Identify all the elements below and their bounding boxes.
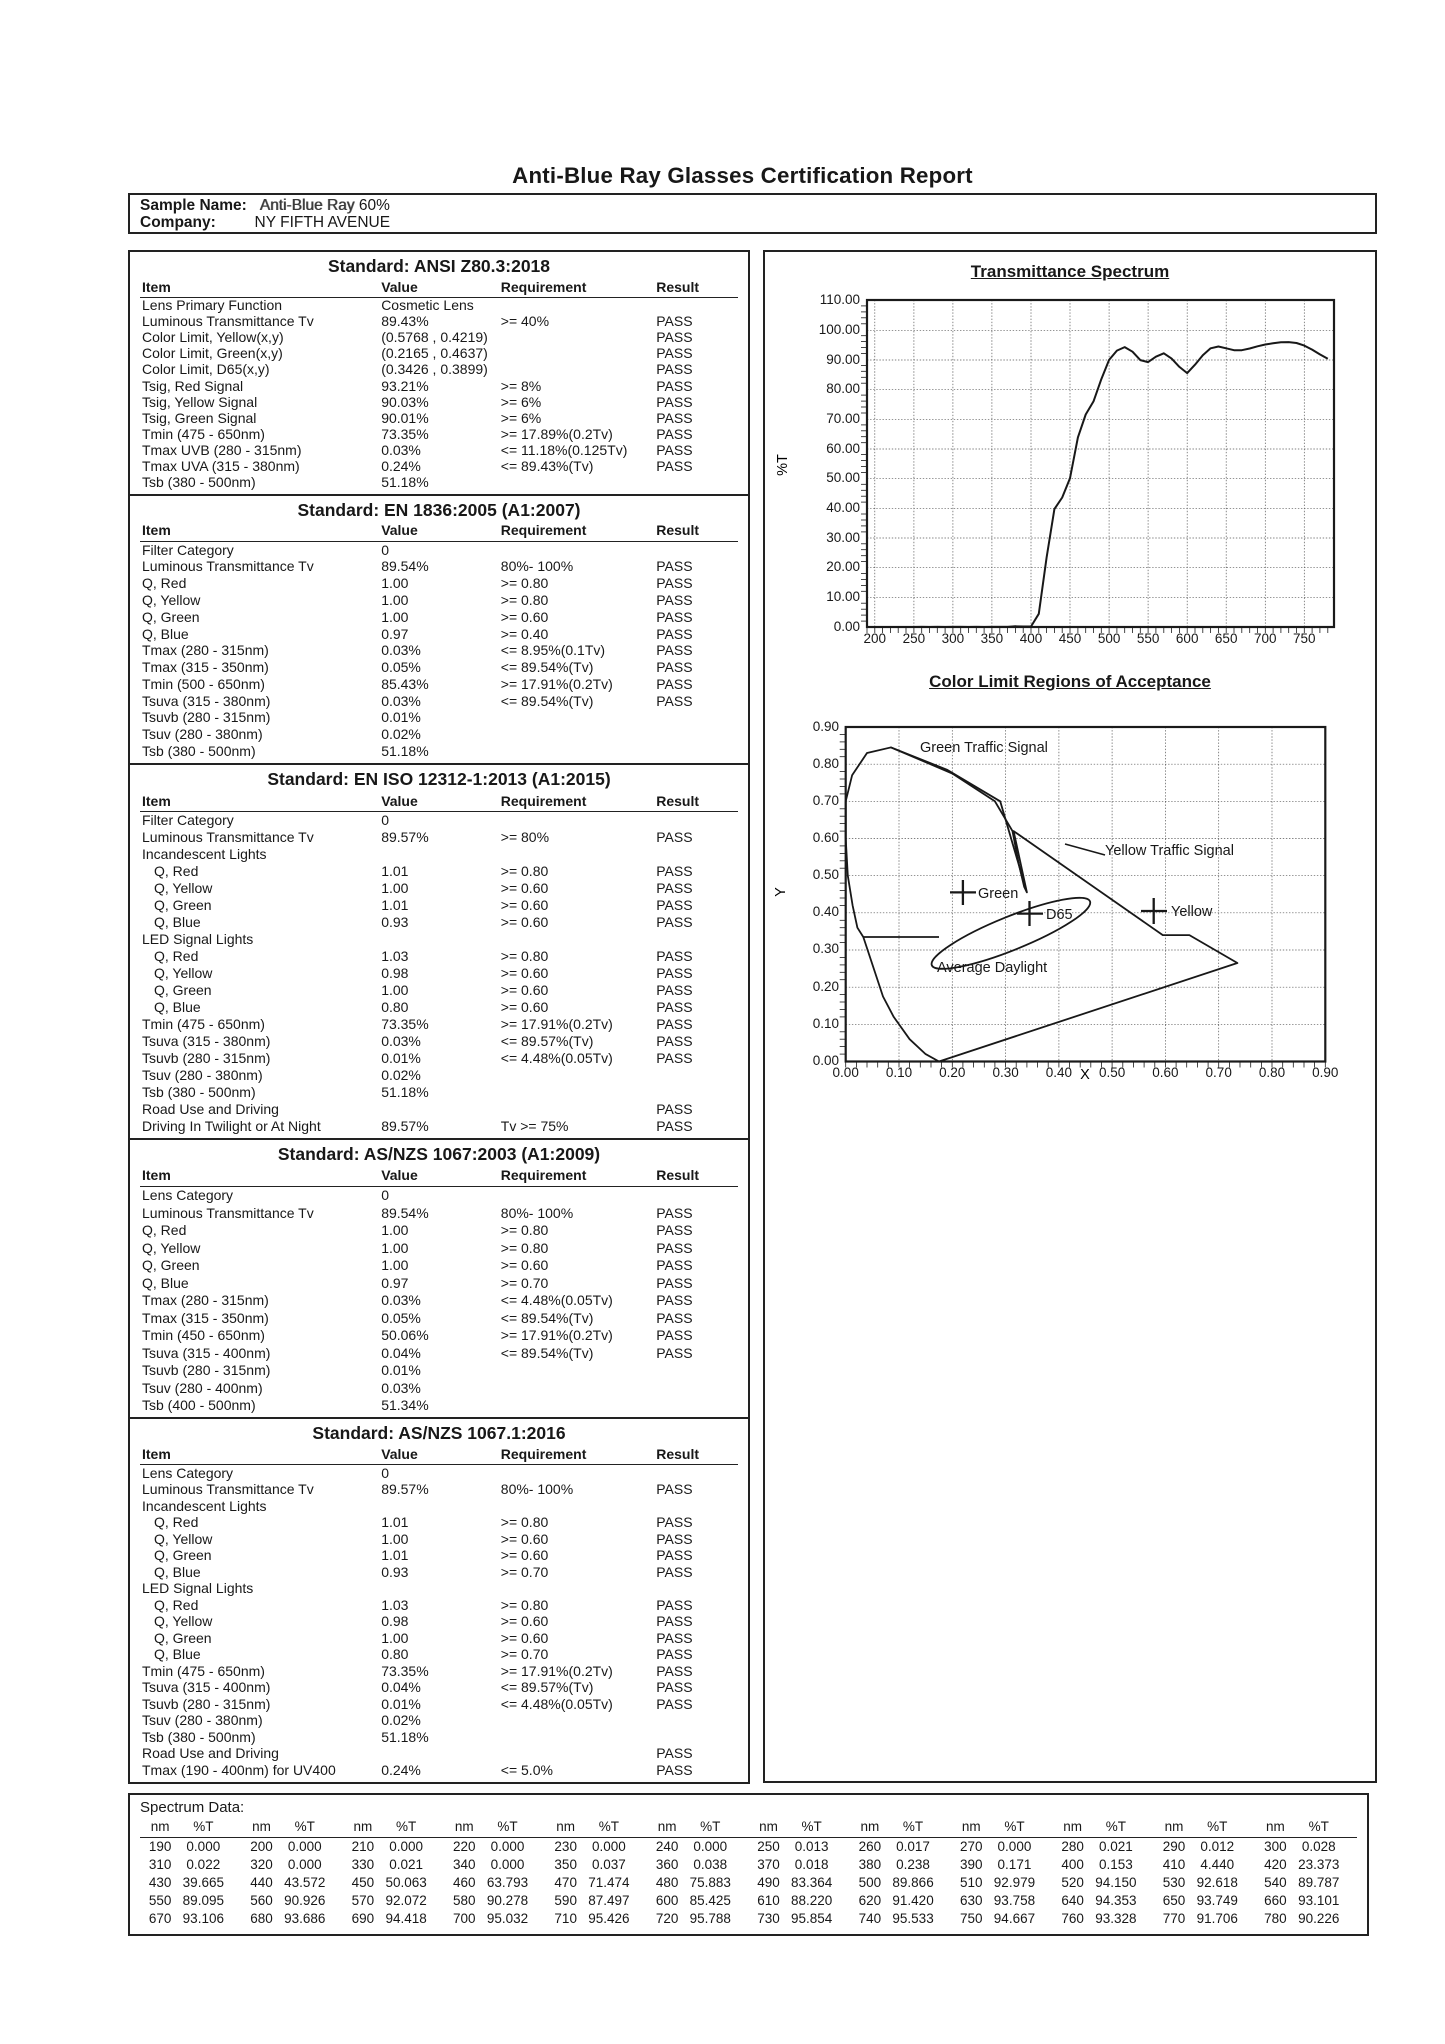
svg-text:550: 550: [1137, 631, 1160, 646]
svg-text:450: 450: [1059, 631, 1082, 646]
svg-text:Yellow: Yellow: [1171, 904, 1213, 920]
svg-text:650: 650: [1215, 631, 1238, 646]
svg-text:0.00: 0.00: [833, 1065, 859, 1080]
svg-text:Green: Green: [978, 886, 1018, 902]
svg-text:0.00: 0.00: [834, 619, 860, 634]
svg-text:D65: D65: [1046, 907, 1073, 923]
svg-text:500: 500: [1098, 631, 1121, 646]
svg-text:%T: %T: [775, 454, 791, 476]
svg-text:600: 600: [1176, 631, 1199, 646]
svg-text:0.20: 0.20: [939, 1065, 965, 1080]
svg-text:30.00: 30.00: [826, 530, 860, 545]
svg-text:200: 200: [864, 631, 887, 646]
svg-text:80.00: 80.00: [826, 381, 860, 396]
svg-text:0.70: 0.70: [813, 793, 839, 808]
svg-text:0.10: 0.10: [813, 1016, 839, 1031]
svg-text:0.40: 0.40: [1046, 1065, 1072, 1080]
svg-text:0.60: 0.60: [813, 830, 839, 845]
svg-text:0.90: 0.90: [1312, 1065, 1338, 1080]
svg-text:90.00: 90.00: [826, 352, 860, 367]
svg-text:700: 700: [1254, 631, 1277, 646]
svg-text:Average Daylight: Average Daylight: [937, 960, 1047, 976]
svg-text:300: 300: [942, 631, 965, 646]
svg-text:60.00: 60.00: [826, 441, 860, 456]
svg-text:100.00: 100.00: [819, 322, 860, 337]
svg-text:Green Traffic Signal: Green Traffic Signal: [920, 740, 1048, 756]
svg-text:0.30: 0.30: [813, 941, 839, 956]
svg-text:0.30: 0.30: [992, 1065, 1018, 1080]
svg-text:250: 250: [903, 631, 926, 646]
svg-text:400: 400: [1020, 631, 1043, 646]
svg-text:20.00: 20.00: [826, 559, 860, 574]
svg-text:0.70: 0.70: [1206, 1065, 1232, 1080]
svg-text:0.50: 0.50: [813, 867, 839, 882]
svg-text:0.60: 0.60: [1152, 1065, 1178, 1080]
svg-text:110.00: 110.00: [820, 292, 860, 307]
svg-text:40.00: 40.00: [826, 500, 860, 515]
svg-text:0.50: 0.50: [1099, 1065, 1125, 1080]
svg-text:0.40: 0.40: [813, 904, 839, 919]
svg-text:0.90: 0.90: [813, 719, 839, 734]
svg-text:0.80: 0.80: [813, 756, 839, 771]
svg-text:70.00: 70.00: [826, 411, 860, 426]
svg-text:750: 750: [1293, 631, 1316, 646]
svg-text:X: X: [1080, 1067, 1090, 1082]
svg-text:0.10: 0.10: [886, 1065, 912, 1080]
svg-text:350: 350: [981, 631, 1004, 646]
svg-text:50.00: 50.00: [826, 470, 860, 485]
svg-text:0.20: 0.20: [813, 979, 839, 994]
svg-text:Yellow Traffic Signal: Yellow Traffic Signal: [1105, 843, 1234, 859]
svg-text:Y: Y: [773, 887, 789, 897]
svg-text:0.80: 0.80: [1259, 1065, 1285, 1080]
svg-text:10.00: 10.00: [826, 589, 860, 604]
